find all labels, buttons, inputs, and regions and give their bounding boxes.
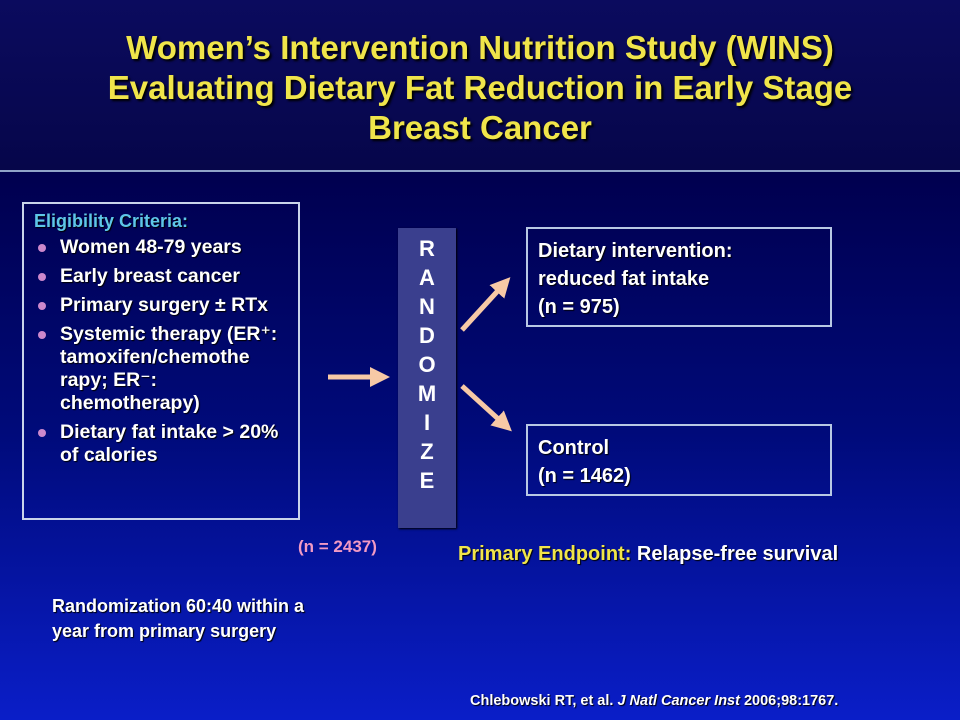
eligibility-item-text: Primary surgery ± RTx <box>60 294 268 316</box>
eligibility-item-text: Women 48-79 years <box>60 236 242 258</box>
control-arm-label: Control <box>538 437 610 459</box>
randomization-note-line: Randomization 60:40 within a <box>52 596 305 616</box>
primary-endpoint-label: Primary Endpoint: <box>458 543 632 565</box>
intervention-arm-box: Dietary intervention: reduced fat intake… <box>526 227 832 327</box>
title-line-3: Breast Cancer <box>368 109 592 146</box>
randomization-note-line: year from primary surgery <box>52 621 277 641</box>
eligibility-item: Dietary fat intake > 20% of calories <box>34 421 290 467</box>
randomize-column: R A N D O M I Z E <box>398 228 456 528</box>
eligibility-heading: Eligibility Criteria: <box>34 211 189 231</box>
randomization-note: Randomization 60:40 within a year from p… <box>52 594 392 644</box>
randomize-letter: D <box>419 323 435 348</box>
eligibility-list: Women 48-79 years Early breast cancer Pr… <box>34 236 290 467</box>
eligibility-item: Women 48-79 years <box>34 236 290 259</box>
randomize-letter: R <box>419 236 435 261</box>
total-sample-size: (n = 2437) <box>298 537 377 556</box>
citation-authors: Chlebowski RT, et al. <box>470 693 614 709</box>
randomize-letter: O <box>418 352 436 377</box>
citation-ref: 2006;98:1767. <box>743 693 839 709</box>
title-line-1: Women’s Intervention Nutrition Study (WI… <box>126 29 834 66</box>
bullet-dot-icon <box>38 302 46 310</box>
randomize-letters: R A N D O M I Z E <box>398 234 456 495</box>
eligibility-item-text: Dietary fat intake > 20% of calories <box>60 421 279 466</box>
eligibility-item: Early breast cancer <box>34 265 290 288</box>
randomize-letter: I <box>423 410 431 435</box>
randomize-letter: E <box>419 468 435 493</box>
randomize-letter: N <box>419 294 435 319</box>
eligibility-item: Primary surgery ± RTx <box>34 294 290 317</box>
intervention-arm-line: Dietary intervention: <box>538 240 733 262</box>
randomize-letter: M <box>417 381 437 406</box>
eligibility-item: Systemic therapy (ER⁺: tamoxifen/chemoth… <box>34 323 290 415</box>
title-line-2: Evaluating Dietary Fat Reduction in Earl… <box>107 69 853 106</box>
citation: Chlebowski RT, et al. J Natl Cancer Inst… <box>470 693 838 709</box>
title-divider <box>0 170 960 172</box>
control-arm-box: Control (n = 1462) <box>526 424 832 496</box>
title-area: Women’s Intervention Nutrition Study (WI… <box>0 0 960 170</box>
bullet-dot-icon <box>38 273 46 281</box>
intervention-arm-line: reduced fat intake <box>538 268 710 290</box>
eligibility-item-text: Early breast cancer <box>60 265 240 287</box>
bullet-dot-icon <box>38 244 46 252</box>
eligibility-criteria-box: Eligibility Criteria: Women 48-79 years … <box>22 202 300 520</box>
randomize-letter: A <box>419 265 435 290</box>
intervention-arm-n: (n = 975) <box>538 296 620 318</box>
citation-journal: J Natl Cancer Inst <box>617 693 740 709</box>
arrow-to-intervention-icon <box>460 277 511 332</box>
bullet-dot-icon <box>38 429 46 437</box>
primary-endpoint: Primary Endpoint: Relapse-free survival <box>458 543 838 566</box>
primary-endpoint-value: Relapse-free survival <box>636 543 839 565</box>
eligibility-item-text: Systemic therapy (ER⁺: tamoxifen/chemoth… <box>60 323 278 414</box>
control-arm-n: (n = 1462) <box>538 465 631 487</box>
arrow-to-control-icon <box>460 384 512 432</box>
randomize-letter: Z <box>420 439 434 464</box>
slide-title: Women’s Intervention Nutrition Study (WI… <box>40 28 920 148</box>
bullet-dot-icon <box>38 331 46 339</box>
